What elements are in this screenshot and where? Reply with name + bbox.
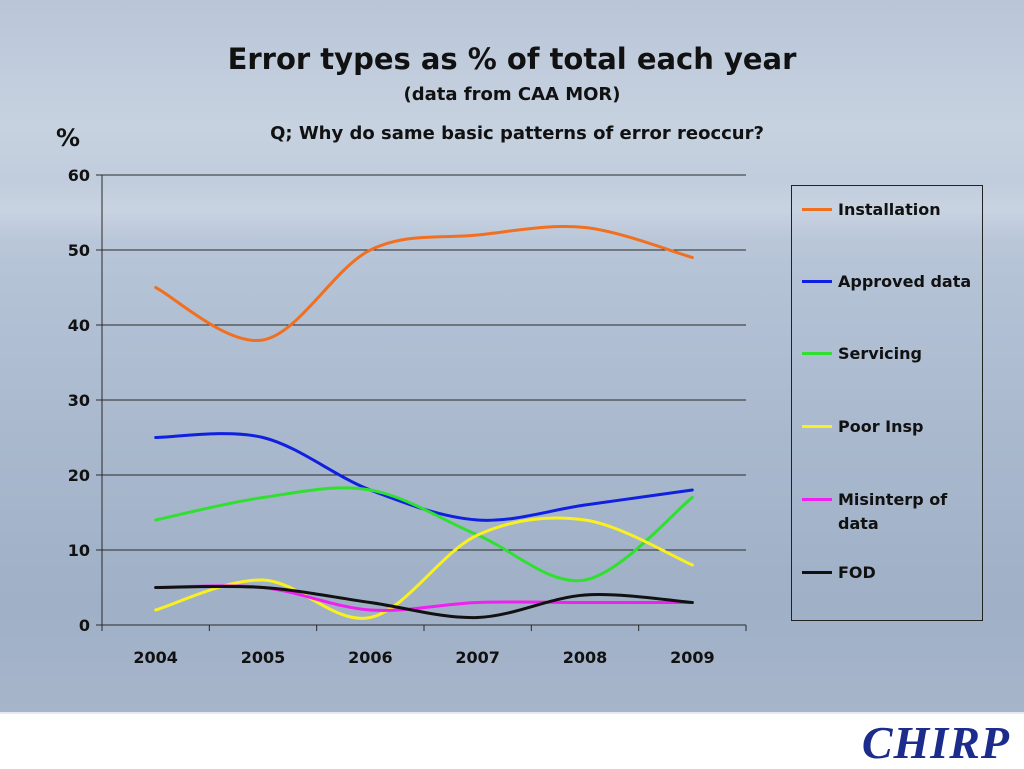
chirp-logo: CHIRP [861,717,1010,768]
series-line-misinterp [154,584,694,612]
x-tick-label-2005: 2005 [241,648,286,667]
series-line-fod [154,584,694,620]
legend-swatch [802,425,832,428]
legend-label: FOD [838,563,876,582]
y-tick-label: 60 [68,166,90,185]
chart-legend: Installation Approved data Servicing Poor I… [791,185,983,621]
series-line-approved [154,432,694,522]
legend-label: Servicing [838,344,922,363]
x-tick-label-2009: 2009 [670,648,715,667]
y-tick-label: 40 [68,316,90,335]
x-tick-label-2008: 2008 [563,648,608,667]
y-tick-label: 20 [68,466,90,485]
legend-swatch [802,352,832,355]
legend-swatch [802,208,832,211]
legend-swatch [802,571,832,574]
legend-label: Misinterp of data [838,490,948,533]
legend-item-misinterp: Misinterp of data [802,488,980,536]
chart-title: Error types as % of total each year [227,42,797,76]
legend-item-servicing: Servicing [802,342,980,366]
slide-background [0,0,1024,712]
y-tick-label: 0 [79,616,90,635]
legend-label: Approved data [838,272,972,291]
y-tick-label: 50 [68,241,90,260]
chart-subtitle: (data from CAA MOR) [403,84,621,105]
legend-swatch [802,498,832,501]
x-tick-label-2006: 2006 [348,648,393,667]
legend-label: Installation [838,200,941,219]
x-tick-label-2004: 2004 [133,648,178,667]
footer-divider [0,712,1024,714]
y-tick-label: 30 [68,391,90,410]
legend-item-installation: Installation [802,198,980,222]
legend-item-approved: Approved data [802,270,980,294]
series-line-installation [154,224,694,342]
series-line-poor_insp [154,516,694,620]
legend-label: Poor Insp [838,417,924,436]
y-axis-unit-label: % [56,124,81,152]
legend-item-fod: FOD [802,561,980,585]
series-line-servicing [154,486,694,583]
legend-swatch [802,280,832,283]
y-tick-label: 10 [68,541,90,560]
x-tick-label-2007: 2007 [455,648,500,667]
slide-question: Q; Why do same basic patterns of error r… [270,123,764,144]
legend-item-poor_insp: Poor Insp [802,415,980,439]
line-chart: 0 10 20 30 40 50 60 2004 2005 2006 2007 2008 2009 [68,166,747,667]
